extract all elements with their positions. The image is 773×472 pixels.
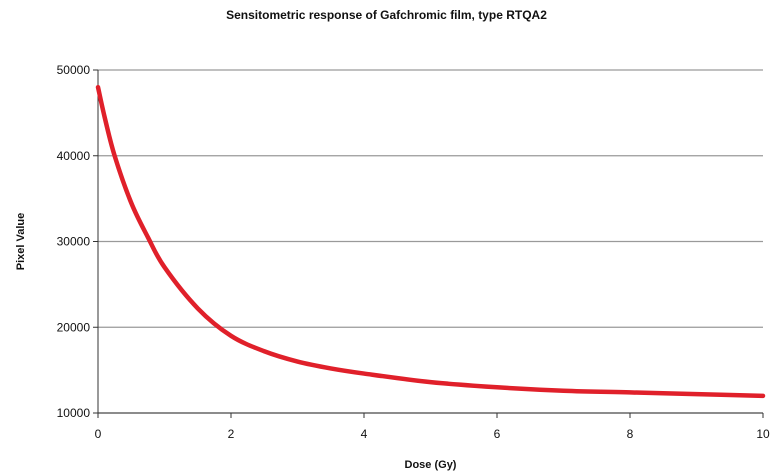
- y-tick-label: 20000: [57, 320, 91, 334]
- x-tick-label: 2: [228, 427, 235, 441]
- x-tick-label: 10: [756, 427, 770, 441]
- x-tick-label: 8: [627, 427, 634, 441]
- grid-lines: [98, 70, 763, 413]
- y-tick-label: 40000: [57, 149, 91, 163]
- y-tick-label: 10000: [57, 406, 91, 420]
- x-axis-label: Dose (Gy): [405, 459, 457, 471]
- y-axis-label: Pixel Value: [15, 213, 27, 270]
- axes: [93, 70, 763, 418]
- tick-labels: 10000 20000 30000 40000 50000 0 2 4 6 8 10: [57, 63, 770, 441]
- y-tick-label: 50000: [57, 63, 91, 77]
- y-tick-label: 30000: [57, 235, 91, 249]
- x-tick-label: 6: [494, 427, 501, 441]
- x-tick-label: 4: [361, 427, 368, 441]
- x-tick-label: 0: [95, 427, 102, 441]
